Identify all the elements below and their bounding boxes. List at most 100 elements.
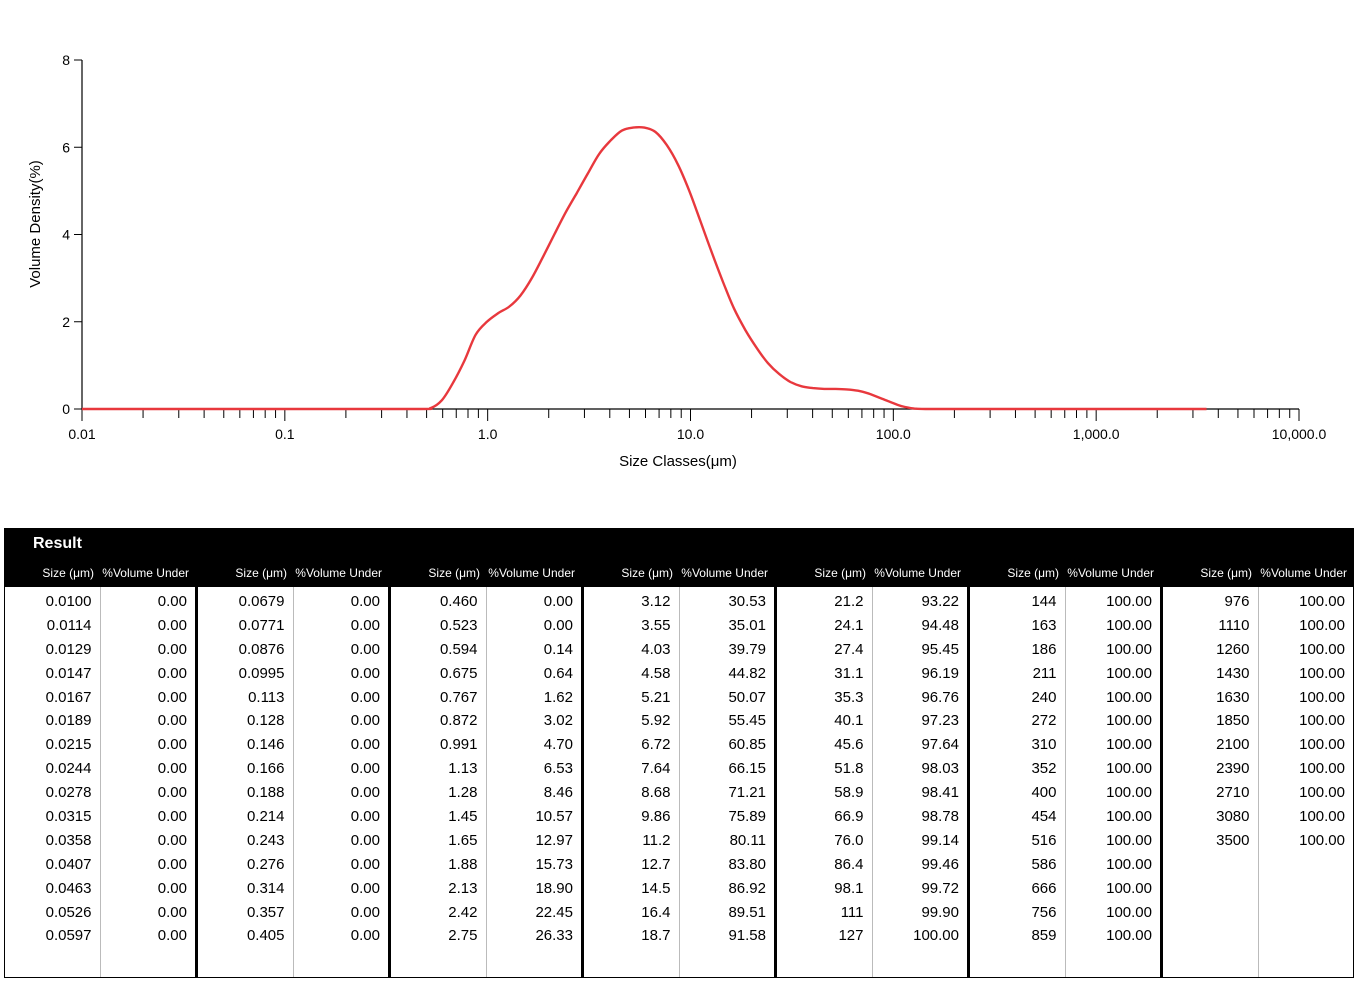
volume-cell: 0.00 bbox=[543, 616, 573, 634]
volume-cell: 8.46 bbox=[543, 784, 573, 802]
volume-cell: 91.58 bbox=[728, 927, 766, 945]
size-cell: 0.146 bbox=[246, 736, 285, 754]
result-group-body: 3.12 3.55 4.03 4.58 5.21 5.92 6.72 7.64 8.68 9.86… bbox=[584, 587, 774, 977]
volume-cell: 100.00 bbox=[1106, 664, 1152, 682]
volume-cell: 100.00 bbox=[1299, 616, 1345, 634]
size-cell: 5.92 bbox=[641, 712, 671, 730]
volume-cell: 93.22 bbox=[921, 593, 959, 610]
size-cell: 3.55 bbox=[641, 616, 671, 634]
size-cell: 4.58 bbox=[641, 664, 671, 682]
size-column-header: Size (μm) bbox=[814, 566, 866, 580]
volume-cell: 100.00 bbox=[1106, 736, 1152, 754]
volume-cell: 89.51 bbox=[728, 903, 766, 921]
size-column: 3.12 3.55 4.03 4.58 5.21 5.92 6.72 7.64 8.68 9.86… bbox=[584, 587, 680, 977]
size-cell: 0.0995 bbox=[238, 664, 285, 682]
volume-cell: 86.92 bbox=[728, 879, 766, 897]
volume-cell: 100.00 bbox=[1299, 736, 1345, 754]
size-cell: 352 bbox=[1031, 760, 1057, 778]
volume-cell: 0.00 bbox=[350, 784, 380, 802]
volume-cell: 99.46 bbox=[921, 855, 959, 873]
volume-cell: 0.00 bbox=[157, 736, 187, 754]
volume-column: 100.00 100.00 100.00 100.00 100.00 100.00 100.… bbox=[1259, 587, 1354, 977]
volume-column: 30.53 35.01 39.79 44.82 50.07 55.45 60.85 66.15… bbox=[680, 587, 775, 977]
result-group: Size (μm) %Volume Under 144 163 186 211 240 272… bbox=[970, 559, 1163, 977]
volume-column: 100.00 100.00 100.00 100.00 100.00 100.00 100.… bbox=[1066, 587, 1161, 977]
volume-cell: 0.64 bbox=[543, 664, 573, 682]
result-group-header: Size (μm) %Volume Under bbox=[5, 559, 195, 587]
size-cell: 9.86 bbox=[641, 808, 671, 826]
size-cell: 12.7 bbox=[641, 855, 671, 873]
volume-cell: 100.00 bbox=[1106, 760, 1152, 778]
volume-cell: 100.00 bbox=[1299, 831, 1345, 849]
volume-cell: 100.00 bbox=[1106, 879, 1152, 897]
size-cell: 1260 bbox=[1216, 640, 1250, 658]
y-tick-label: 4 bbox=[62, 227, 70, 243]
volume-cell: 55.45 bbox=[728, 712, 766, 730]
x-tick-label: 0.01 bbox=[68, 426, 95, 442]
size-cell: 6.72 bbox=[641, 736, 671, 754]
volume-cell: 0.00 bbox=[543, 593, 573, 610]
size-cell: 0.0315 bbox=[45, 808, 92, 826]
size-cell: 2.13 bbox=[448, 879, 478, 897]
size-column-header: Size (μm) bbox=[1007, 566, 1059, 580]
volume-cell: 1.62 bbox=[543, 688, 573, 706]
size-cell: 0.0129 bbox=[45, 640, 92, 658]
volume-cell: 100.00 bbox=[1106, 616, 1152, 634]
size-cell: 5.21 bbox=[641, 688, 671, 706]
x-tick-label: 10.0 bbox=[677, 426, 704, 442]
size-cell: 1430 bbox=[1216, 664, 1250, 682]
volume-cell: 100.00 bbox=[1299, 688, 1345, 706]
size-cell: 3500 bbox=[1216, 831, 1250, 849]
y-tick-label: 6 bbox=[62, 139, 70, 155]
size-column: 21.2 24.1 27.4 31.1 35.3 40.1 45.6 51.8 58.9 66.9… bbox=[777, 587, 873, 977]
result-group-header: Size (μm) %Volume Under bbox=[1163, 559, 1353, 587]
size-cell: 0.0100 bbox=[45, 593, 92, 610]
size-cell: 18.7 bbox=[641, 927, 671, 945]
x-axis-title: Size Classes(μm) bbox=[619, 453, 737, 470]
size-cell: 98.1 bbox=[834, 879, 864, 897]
size-cell: 0.0244 bbox=[45, 760, 92, 778]
size-cell: 111 bbox=[840, 903, 864, 921]
size-cell: 859 bbox=[1031, 927, 1057, 945]
size-cell: 35.3 bbox=[834, 688, 864, 706]
volume-cell: 99.90 bbox=[921, 903, 959, 921]
size-cell: 666 bbox=[1031, 879, 1057, 897]
size-cell: 0.0167 bbox=[45, 688, 92, 706]
volume-cell: 0.00 bbox=[157, 784, 187, 802]
volume-cell: 100.00 bbox=[1299, 808, 1345, 826]
volume-cell: 98.78 bbox=[921, 808, 959, 826]
volume-cell: 0.00 bbox=[350, 736, 380, 754]
size-cell: 163 bbox=[1031, 616, 1057, 634]
size-cell: 0.767 bbox=[439, 688, 478, 706]
size-cell: 1.45 bbox=[448, 808, 478, 826]
volume-cell: 0.00 bbox=[350, 903, 380, 921]
size-cell: 0.0147 bbox=[45, 664, 92, 682]
volume-cell: 96.76 bbox=[921, 688, 959, 706]
size-cell: 756 bbox=[1031, 903, 1057, 921]
volume-column: 93.22 94.48 95.45 96.19 96.76 97.23 97.64 98.03… bbox=[873, 587, 968, 977]
size-cell: 86.4 bbox=[834, 855, 864, 873]
size-cell: 0.113 bbox=[248, 688, 285, 706]
size-cell: 1.13 bbox=[448, 760, 478, 778]
size-cell: 186 bbox=[1031, 640, 1057, 658]
volume-cell: 0.00 bbox=[157, 879, 187, 897]
volume-cell: 100.00 bbox=[1299, 640, 1345, 658]
result-group: Size (μm) %Volume Under 0.0100 0.0114 0.0129… bbox=[5, 559, 198, 977]
volume-column-header: %Volume Under bbox=[102, 566, 189, 580]
volume-column: 0.00 0.00 0.14 0.64 1.62 3.02 4.70 6.53 8.46 10.5… bbox=[487, 587, 582, 977]
size-cell: 2710 bbox=[1216, 784, 1250, 802]
volume-column-header: %Volume Under bbox=[1067, 566, 1154, 580]
result-group-body: 976 1110 1260 1430 1630 1850 2100 2390 2710 3080 3… bbox=[1163, 587, 1353, 977]
result-group: Size (μm) %Volume Under 0.0679 0.0771 0.0876… bbox=[198, 559, 391, 977]
size-column-header: Size (μm) bbox=[621, 566, 673, 580]
result-header: Result bbox=[5, 529, 1353, 559]
size-cell: 0.675 bbox=[439, 664, 478, 682]
volume-cell: 0.00 bbox=[157, 593, 187, 610]
volume-column-header: %Volume Under bbox=[874, 566, 961, 580]
size-cell: 586 bbox=[1031, 855, 1057, 873]
size-cell: 0.405 bbox=[246, 927, 285, 945]
volume-cell: 0.00 bbox=[157, 855, 187, 873]
size-cell: 0.357 bbox=[246, 903, 285, 921]
size-cell: 27.4 bbox=[834, 640, 864, 658]
